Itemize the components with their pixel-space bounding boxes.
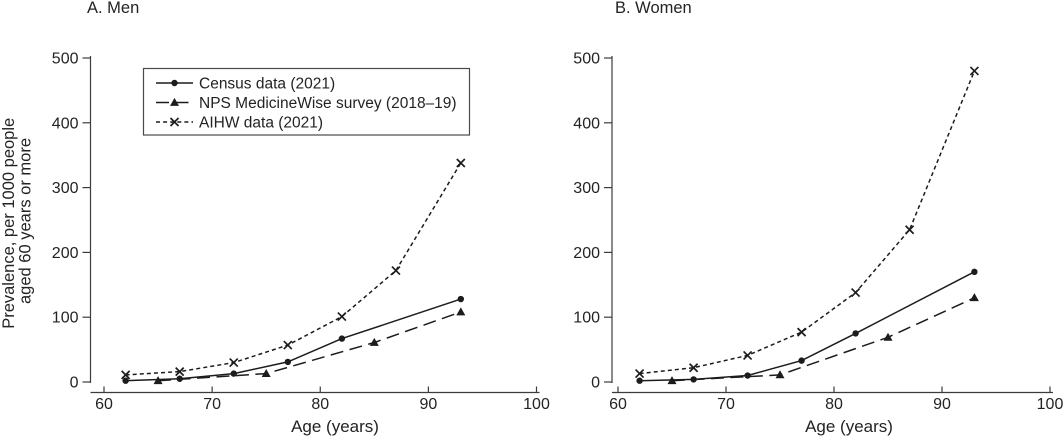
series-nps-line <box>671 297 975 382</box>
y-axis-label-line1: Prevalence, per 1000 people <box>0 118 18 329</box>
series-aihw-marker-x <box>904 225 915 235</box>
series-nps-line <box>158 311 462 382</box>
legend-label-aihw: AIHW data (2021) <box>199 115 323 132</box>
legend-box <box>142 67 471 136</box>
x-tick-label: 90 <box>933 396 951 413</box>
y-tick-label: 200 <box>52 245 79 262</box>
series-census-marker-circle <box>338 335 346 342</box>
x-tick-label: 60 <box>609 396 627 413</box>
panel-men: 0 100 200 300 400 500 60 70 80 90 100 <box>52 51 550 414</box>
y-tick-label: 400 <box>573 115 600 132</box>
series-aihw-marker-x <box>688 363 699 373</box>
y-tick-label: 0 <box>70 375 79 392</box>
y-tick-label: 500 <box>573 51 600 68</box>
svg-text:Prevalence, per 1000 people: Prevalence, per 1000 people aged 60 year… <box>0 113 35 329</box>
x-tick-label: 90 <box>419 396 437 413</box>
series-aihw-marker-x <box>850 287 861 298</box>
series-nps-marker-triangle <box>153 376 163 385</box>
series-nps-marker-triangle <box>775 370 785 379</box>
series-aihw-marker-x <box>121 370 131 380</box>
series-aihw-line <box>125 162 462 376</box>
series-census-marker-circle <box>744 372 751 379</box>
y-tick-label: 0 <box>591 375 600 392</box>
y-axis-label-line2: aged 60 years or more <box>17 138 35 304</box>
x-tick-label: 70 <box>203 396 221 413</box>
series-census-marker-circle <box>122 377 129 384</box>
y-tick-label: 100 <box>52 310 79 327</box>
x-tick-label: 100 <box>1037 396 1064 413</box>
legend: Census data (2021) NPS MedicineWise surv… <box>142 67 471 136</box>
x-tick-label: 80 <box>825 396 843 413</box>
series-aihw-marker-x <box>229 357 239 368</box>
panel-b-title: B. Women <box>615 0 692 17</box>
series-aihw-marker-x <box>742 350 753 361</box>
panels: 0 100 200 300 400 500 60 70 80 90 100 0 100 200 300 400… <box>52 51 1064 414</box>
x-tick-label: 80 <box>311 396 329 413</box>
panel-a-title: A. Men <box>87 0 139 17</box>
y-tick-label: 300 <box>573 180 600 197</box>
y-axis-label: Prevalence, per 1000 people aged 60 year… <box>0 113 35 329</box>
x-tick-label: 70 <box>717 396 735 413</box>
series-nps-marker-triangle <box>456 307 466 316</box>
x-tick-label: 100 <box>523 396 550 413</box>
y-tick-label: 500 <box>52 51 79 68</box>
series-aihw-marker-x <box>796 327 807 337</box>
series-aihw-marker-x <box>337 311 347 322</box>
panel-b-x-axis-label: Age (years) <box>805 417 893 436</box>
legend-sample-aihw-marker-x <box>169 117 180 127</box>
series-census-marker-circle <box>636 377 643 384</box>
series-census-marker-circle <box>852 330 859 337</box>
series-census-marker-circle <box>230 370 237 377</box>
series-nps-marker-triangle <box>261 368 271 377</box>
series-aihw-marker-x <box>634 368 645 379</box>
legend-label-nps: NPS MedicineWise survey (2018–19) <box>199 95 457 112</box>
x-tick-label: 60 <box>95 396 113 413</box>
series-nps-marker-triangle <box>369 337 379 346</box>
legend-sample-nps-marker-triangle <box>170 97 179 106</box>
legend-label-census: Census data (2021) <box>199 76 335 93</box>
series-census-marker-circle <box>971 268 978 276</box>
series-aihw-marker-x <box>456 158 466 168</box>
series-aihw-marker-x <box>283 340 293 350</box>
y-tick-label: 400 <box>52 115 79 132</box>
series-census-marker-circle <box>284 358 292 366</box>
series-aihw-marker-x <box>969 66 980 76</box>
series-aihw-line <box>639 70 976 375</box>
legend-sample-census-marker-circle <box>171 79 178 87</box>
series-census-marker-circle <box>798 357 805 364</box>
series-census-line <box>125 298 462 382</box>
series-nps-marker-triangle <box>667 376 677 385</box>
series-nps-marker-triangle <box>969 293 979 302</box>
series-aihw-marker-x <box>175 367 185 377</box>
series-nps-marker-triangle <box>883 332 893 341</box>
panel-women: 0 100 200 300 400 500 60 70 80 90 100 <box>573 51 1063 414</box>
series-aihw-marker-x <box>391 265 401 276</box>
y-tick-label: 300 <box>52 180 79 197</box>
legend-samples <box>156 79 193 127</box>
y-tick-label: 200 <box>573 245 600 262</box>
panel-a-x-axis-label: Age (years) <box>291 417 379 436</box>
y-tick-label: 100 <box>573 310 600 327</box>
series-census-marker-circle <box>457 295 465 303</box>
